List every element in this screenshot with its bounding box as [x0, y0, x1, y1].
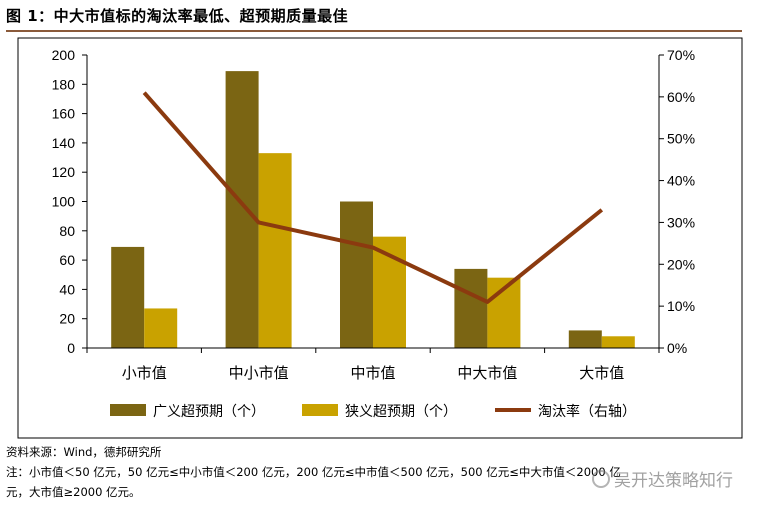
bar-broad	[568, 330, 602, 348]
right-tick-label: 70%	[667, 47, 695, 63]
right-tick-label: 30%	[667, 214, 695, 230]
bar-broad	[111, 246, 145, 348]
footnote-line-2: 元，大市值≥2000 亿元。	[6, 485, 141, 499]
bar-narrow	[601, 336, 635, 348]
left-tick-label: 0	[67, 340, 75, 356]
legend-narrow-label: 狭义超预期（个）	[345, 404, 457, 420]
left-tick-label: 200	[52, 47, 76, 63]
legend: 广义超预期（个） 狭义超预期（个） 淘汰率（右轴）	[110, 403, 636, 420]
footnote-line-1: 注：小市值＜50 亿元，50 亿元≤中小市值＜200 亿元，200 亿元≤中市值…	[6, 465, 621, 479]
right-tick-label: 60%	[667, 89, 695, 105]
bar-broad	[225, 71, 259, 349]
right-tick-label: 20%	[667, 256, 695, 272]
x-tick-label: 小市值	[122, 364, 167, 382]
legend-broad-swatch	[110, 404, 146, 416]
right-tick-label: 40%	[667, 173, 695, 189]
left-tick-label: 60	[59, 252, 75, 268]
source-note: 资料来源：Wind，德邦研究所	[6, 445, 162, 459]
watermark: 吴开达策略知行	[592, 466, 733, 491]
right-tick-label: 10%	[667, 298, 695, 314]
legend-broad-label: 广义超预期（个）	[153, 404, 265, 420]
bar-narrow	[258, 153, 292, 348]
x-tick-label: 中大市值	[457, 364, 517, 382]
left-tick-label: 20	[59, 311, 75, 327]
left-tick-label: 100	[52, 194, 76, 210]
legend-narrow-swatch	[302, 404, 338, 416]
left-tick-label: 140	[52, 135, 76, 151]
x-tick-label: 中市值	[350, 364, 395, 382]
right-axis: 0% 10% 20% 30% 40% 50% 60% 70%	[658, 47, 695, 356]
bar-broad	[454, 268, 488, 348]
rate-line	[142, 91, 604, 304]
rate-line-group	[142, 91, 604, 304]
left-tick-label: 180	[52, 76, 76, 92]
left-tick-label: 80	[59, 223, 75, 239]
left-tick-label: 160	[52, 106, 76, 122]
watermark-text: 吴开达策略知行	[614, 471, 733, 491]
right-tick-label: 0%	[667, 340, 687, 356]
left-axis: 0 20 40 60 80 100 120 140 160 180 200	[52, 47, 88, 356]
bar-narrow	[144, 308, 178, 348]
left-tick-label: 120	[52, 164, 76, 180]
x-tick-label: 中小市值	[229, 364, 289, 382]
wechat-icon	[592, 469, 610, 488]
chart: 0 20 40 60 80 100 120 140 160 180 200 0% 10% 20% 30% 4…	[17, 37, 743, 439]
legend-rate-label: 淘汰率（右轴）	[538, 403, 636, 420]
x-tick-label: 大市值	[579, 364, 624, 382]
chart-frame	[17, 37, 743, 439]
left-tick-label: 40	[59, 281, 75, 297]
right-tick-label: 50%	[667, 131, 695, 147]
figure-title: 图 1：中大市值标的淘汰率最低、超预期质量最佳	[6, 7, 349, 25]
title-rule	[6, 30, 742, 32]
bars	[111, 71, 635, 349]
x-axis: 小市值 中小市值 中市值 中大市值 大市值	[86, 347, 660, 382]
bar-broad	[340, 201, 373, 348]
